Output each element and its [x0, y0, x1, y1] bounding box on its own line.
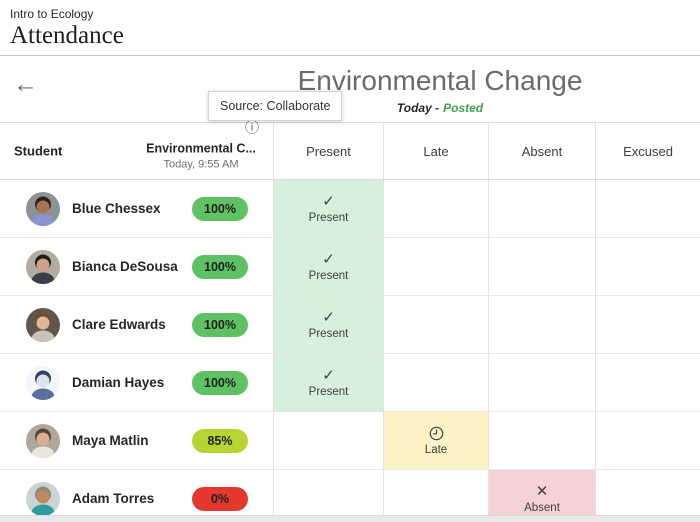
attendance-cell-late[interactable] [383, 238, 488, 295]
status-label: Absent [524, 501, 560, 514]
avatar-graphic [31, 254, 55, 284]
table-row: Clare Edwards 100% ✓ Present [0, 296, 700, 354]
attendance-cell-late[interactable]: Late [383, 412, 488, 469]
status-label: Present [308, 385, 349, 398]
check-icon: ✓ [322, 308, 335, 326]
attendance-cell-late[interactable] [383, 470, 488, 522]
student-header-label: Student [14, 143, 63, 159]
student-name: Bianca DeSousa [72, 259, 178, 274]
student-cell: Clare Edwards 100% [0, 296, 273, 353]
check-icon: ✓ [322, 366, 335, 384]
page-title: Attendance [10, 22, 124, 49]
column-header-excused: Excused [595, 123, 700, 179]
attendance-cell-absent[interactable] [488, 412, 595, 469]
attendance-cell-present[interactable] [273, 470, 383, 522]
attendance-cell-late[interactable] [383, 296, 488, 353]
table-row: Blue Chessex 100% ✓ Present [0, 180, 700, 238]
posted-badge: Posted [443, 101, 484, 115]
attendance-cell-absent[interactable] [488, 238, 595, 295]
meeting-column-subtitle: Today, 9:55 AM [163, 158, 239, 171]
meeting-column-header[interactable]: ⓘ Environmental C... Today, 9:55 AM [133, 121, 269, 171]
avatar-graphic [31, 428, 55, 458]
score-badge: 85% [192, 428, 248, 453]
source-tooltip: Source: Collaborate [208, 91, 343, 121]
check-icon: ✓ [322, 250, 335, 268]
score-badge: 100% [192, 254, 248, 279]
attendance-cell-excused[interactable] [595, 470, 700, 522]
avatar [26, 307, 60, 342]
meeting-column-title: Environmental C... [146, 141, 256, 156]
attendance-cell-absent[interactable]: ✕ Absent [488, 470, 595, 522]
avatar [26, 423, 60, 458]
info-icon[interactable]: ⓘ [245, 119, 259, 136]
attendance-cell-absent[interactable] [488, 296, 595, 353]
student-name: Blue Chessex [72, 201, 161, 216]
horizontal-scrollbar[interactable] [0, 515, 700, 522]
avatar [26, 191, 60, 226]
score-badge: 0% [192, 486, 248, 511]
table-header-row: Student ⓘ Environmental C... Today, 9:55… [0, 121, 700, 180]
status-label: Present [308, 327, 349, 340]
check-icon: ✓ [322, 192, 335, 210]
clock-icon [429, 426, 444, 441]
column-header-present: Present [273, 123, 383, 179]
student-name: Maya Matlin [72, 433, 149, 448]
table-body: Blue Chessex 100% ✓ Present Bianca DeSous… [0, 180, 700, 522]
student-name: Damian Hayes [72, 375, 165, 390]
student-cell: Blue Chessex 100% [0, 180, 273, 237]
table-row: Damian Hayes 100% ✓ Present [0, 354, 700, 412]
attendance-cell-present[interactable]: ✓ Present [273, 296, 383, 353]
student-cell: Damian Hayes 100% [0, 354, 273, 411]
score-badge: 100% [192, 370, 248, 395]
attendance-cell-present[interactable]: ✓ Present [273, 354, 383, 411]
attendance-cell-absent[interactable] [488, 180, 595, 237]
attendance-cell-present[interactable] [273, 412, 383, 469]
student-column-header: Student ⓘ Environmental C... Today, 9:55… [0, 121, 273, 179]
attendance-cell-late[interactable] [383, 354, 488, 411]
student-cell: Maya Matlin 85% [0, 412, 273, 469]
student-name: Adam Torres [72, 491, 155, 506]
status-label: Late [424, 443, 448, 456]
status-label: Present [308, 269, 349, 282]
student-name: Clare Edwards [72, 317, 166, 332]
table-row: Maya Matlin 85% Late [0, 412, 700, 470]
avatar [26, 365, 60, 400]
meeting-status: Today - Posted [397, 101, 483, 115]
attendance-cell-present[interactable]: ✓ Present [273, 238, 383, 295]
attendance-cell-excused[interactable] [595, 296, 700, 353]
source-tooltip-text: Source: Collaborate [220, 99, 331, 113]
student-cell: Bianca DeSousa 100% [0, 238, 273, 295]
attendance-cell-excused[interactable] [595, 412, 700, 469]
attendance-cell-excused[interactable] [595, 354, 700, 411]
avatar-graphic [31, 196, 55, 226]
x-icon: ✕ [535, 482, 549, 500]
avatar-graphic [31, 370, 55, 400]
column-header-late: Late [383, 123, 488, 179]
attendance-cell-excused[interactable] [595, 180, 700, 237]
meeting-date: Today - [396, 101, 440, 115]
attendance-cell-absent[interactable] [488, 354, 595, 411]
status-label: Present [308, 211, 349, 224]
student-cell: Adam Torres 0% [0, 470, 273, 522]
attendance-cell-present[interactable]: ✓ Present [273, 180, 383, 237]
attendance-cell-late[interactable] [383, 180, 488, 237]
avatar-graphic [31, 486, 55, 516]
attendance-cell-excused[interactable] [595, 238, 700, 295]
score-badge: 100% [192, 196, 248, 221]
back-arrow-icon[interactable]: ← [13, 70, 38, 98]
course-name: Intro to Ecology [10, 7, 94, 21]
meeting-bar: ← Environmental Change Today - Posted Sou… [0, 56, 700, 123]
avatar [26, 481, 60, 516]
avatar-graphic [31, 312, 55, 342]
avatar [26, 249, 60, 284]
app-header: Intro to Ecology Attendance [0, 0, 700, 56]
table-row: Bianca DeSousa 100% ✓ Present [0, 238, 700, 296]
score-badge: 100% [192, 312, 248, 337]
column-header-absent: Absent [488, 123, 595, 179]
table-row: Adam Torres 0% ✕ Absent [0, 470, 700, 522]
meeting-title: Environmental Change [297, 65, 583, 96]
